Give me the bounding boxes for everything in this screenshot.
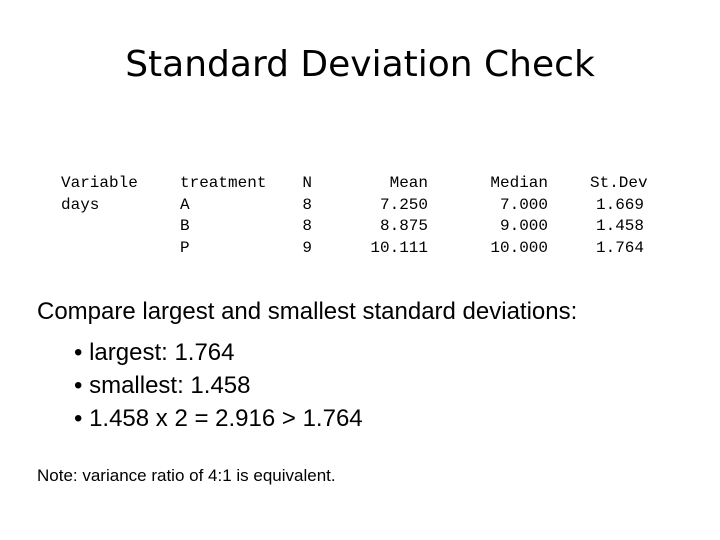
table-cell: 1.669	[595, 195, 644, 214]
table-cell: 9.000	[499, 217, 548, 235]
table-cell: 1.764	[595, 238, 644, 257]
table-cell: 7.000	[499, 195, 548, 214]
stdev-header: St.Dev	[590, 174, 648, 192]
note-text: Note: variance ratio of 4:1 is equivalen…	[37, 466, 336, 485]
n-column: N 8 8 9	[300, 173, 312, 259]
slide-title: Standard Deviation Check	[125, 44, 595, 85]
variable-value: days	[61, 195, 100, 214]
table-cell: 8	[302, 217, 312, 235]
median-header: Median	[490, 174, 548, 192]
bullet-ratio-check: • 1.458 x 2 = 2.916 > 1.764	[74, 405, 363, 432]
treatment-header: treatment	[180, 174, 267, 192]
table-cell: 10.000	[490, 238, 548, 257]
table-cell: 1.458	[595, 217, 644, 235]
table-cell: 7.250	[379, 195, 428, 214]
treatment-column: treatment A B P	[180, 173, 266, 259]
stdev-column: St.Dev 1.669 1.458 1.764	[590, 173, 648, 259]
mean-column: Mean 7.250 8.875 10.111	[352, 173, 428, 259]
table-cell: 8	[302, 195, 312, 214]
table-cell: A	[180, 195, 190, 214]
mean-header: Mean	[389, 174, 428, 192]
table-cell: 8.875	[379, 217, 428, 235]
bullet-largest: • largest: 1.764	[74, 339, 235, 366]
n-header: N	[302, 174, 312, 192]
bullet-smallest: • smallest: 1.458	[74, 372, 251, 399]
median-column: Median 7.000 9.000 10.000	[472, 173, 548, 259]
compare-heading: Compare largest and smallest standard de…	[37, 298, 578, 325]
table-cell: P	[180, 238, 190, 257]
table-cell: 9	[302, 238, 312, 257]
table-cell: 10.111	[370, 238, 428, 257]
compare-bullet-list: • largest: 1.764 • smallest: 1.458 • 1.4…	[74, 336, 363, 435]
table-cell: B	[180, 217, 190, 235]
variable-column: Variable days	[61, 173, 138, 216]
variable-header: Variable	[61, 174, 138, 192]
